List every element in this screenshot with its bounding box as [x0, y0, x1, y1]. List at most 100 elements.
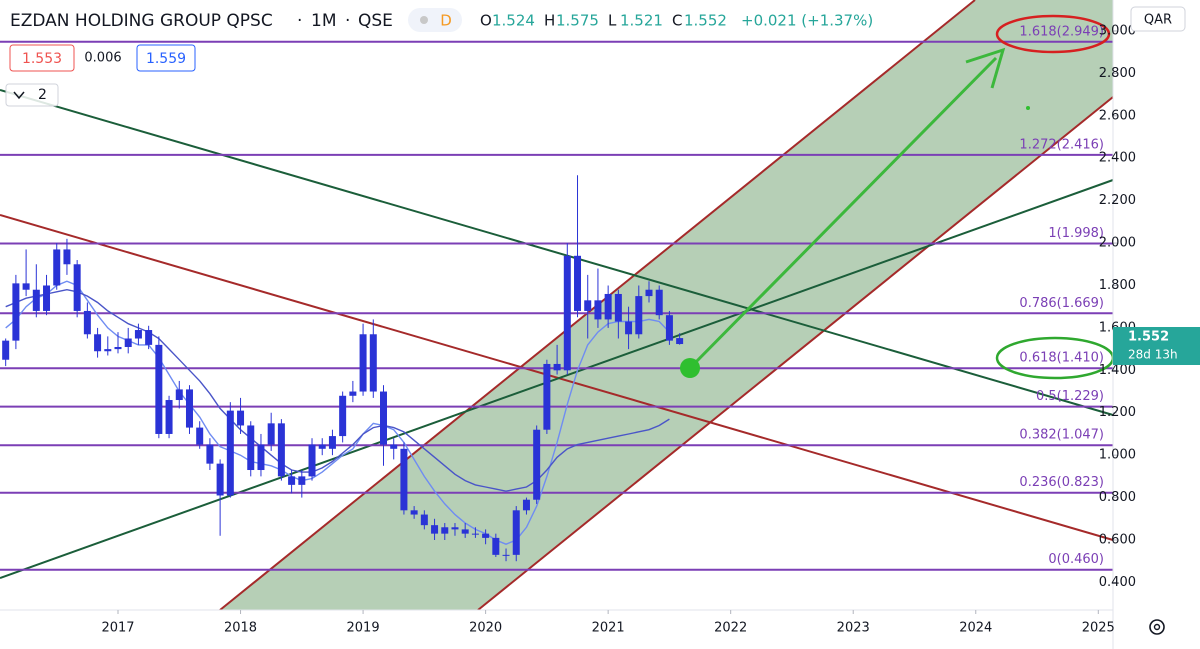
- candle-body: [73, 264, 81, 311]
- last-price: 1.552 28d 13h: [1113, 327, 1200, 365]
- y-tick-label: 1.800: [1099, 278, 1136, 293]
- separator: ·: [345, 11, 350, 31]
- candle-body: [635, 296, 643, 335]
- indicators-toggle[interactable]: [5, 83, 59, 107]
- fib-levels: 1.618(2.949) 1.272(2.416) 1(1.998) 0.786(1.…: [0, 24, 1113, 571]
- candle-body: [584, 300, 592, 311]
- ohlc-key: O: [480, 12, 492, 30]
- candle-body: [257, 444, 265, 471]
- exchange: QSE: [358, 11, 393, 31]
- x-tick-label: 2019: [347, 621, 380, 636]
- y-tick-label: 0.600: [1099, 533, 1136, 548]
- fib-label: 0(0.460): [1048, 552, 1104, 567]
- badge: D: [440, 12, 452, 30]
- candle-body: [410, 510, 418, 515]
- y-tick-label: 3.000: [1099, 23, 1136, 38]
- moving-average: [5, 280, 670, 545]
- candle-body: [533, 429, 541, 500]
- candle-body: [114, 346, 122, 350]
- fib-label: 0.618(1.410): [1019, 351, 1104, 366]
- candle-body: [185, 389, 193, 428]
- last-price: 1.552: [1128, 330, 1169, 345]
- x-tick-label: 2025: [1082, 621, 1115, 636]
- buy-button[interactable]: [136, 44, 196, 72]
- channel-fill: [220, 0, 1113, 610]
- sell-button[interactable]: [9, 44, 75, 72]
- settings[interactable]: [1149, 619, 1165, 635]
- arrow: [688, 56, 998, 370]
- x-tick-label: 2022: [714, 621, 747, 636]
- y-tick-label: 2.200: [1099, 193, 1136, 208]
- buy-price: 1.559: [146, 51, 186, 67]
- candle-body: [298, 476, 306, 485]
- candle-body: [247, 425, 255, 471]
- indicator-count: 2: [38, 87, 47, 103]
- x-tick-label: 2021: [592, 621, 625, 636]
- candle-body: [277, 423, 285, 477]
- channel-line: [477, 96, 1114, 611]
- candle-body: [328, 436, 336, 449]
- ohlc: O 1.524 H 1.575 L 1.521 C 1.552: [480, 12, 727, 30]
- candle-body: [318, 444, 326, 449]
- ohlc-value: 1.524: [492, 12, 535, 30]
- candle-body: [339, 395, 347, 437]
- ohlc-value: 1.575: [556, 12, 599, 30]
- currency-button[interactable]: [1130, 6, 1186, 32]
- candle-body: [420, 514, 428, 526]
- x-tick-label: 2020: [469, 621, 502, 636]
- trend-line: [0, 179, 1114, 579]
- arrow-head: [965, 47, 1006, 89]
- axes: 0.4000.6000.8001.0001.2001.4001.6001.800…: [0, 0, 1136, 649]
- highlight-ellipse: [995, 14, 1111, 54]
- y-tick-label: 2.600: [1099, 108, 1136, 123]
- candle-body: [431, 525, 439, 534]
- candle-body: [349, 391, 357, 396]
- y-tick-label: 2.000: [1099, 236, 1136, 251]
- candle-body: [359, 334, 367, 392]
- currency: QAR: [1144, 13, 1172, 28]
- candle-body: [206, 444, 214, 464]
- badge-pill[interactable]: [408, 8, 462, 32]
- candle-body: [104, 349, 112, 352]
- candle-body: [400, 448, 408, 511]
- x-tick-label: 2023: [837, 621, 870, 636]
- price-scale-header[interactable]: QAR: [1130, 6, 1186, 32]
- candle-body: [237, 410, 245, 426]
- fib-label: 0.382(1.047): [1019, 428, 1104, 443]
- candle-body: [512, 510, 520, 555]
- ohlc-value: 1.552: [684, 12, 727, 30]
- candle-body: [676, 338, 684, 345]
- y-tick-label: 0.400: [1099, 575, 1136, 590]
- interval: 1M: [311, 11, 336, 31]
- y-tick-label: 0.800: [1099, 490, 1136, 505]
- moving-average: [5, 288, 670, 492]
- marker-dot: [1026, 106, 1030, 110]
- candle-body: [543, 363, 551, 430]
- time-scale: [0, 610, 1113, 649]
- candle-body: [502, 554, 510, 556]
- ohlc-value: 1.521: [620, 12, 663, 30]
- candle-body: [553, 363, 561, 371]
- candle-body: [594, 300, 602, 320]
- y-tick-label: 1.200: [1099, 405, 1136, 420]
- candle-body: [43, 285, 51, 311]
- symbol: EZDAN HOLDING GROUP QPSC: [10, 11, 273, 31]
- candle-body: [665, 315, 673, 341]
- candle-body: [574, 255, 582, 311]
- fib-label: 0.236(0.823): [1019, 475, 1104, 490]
- candle-body: [369, 334, 377, 392]
- candle-body: [288, 476, 296, 485]
- spread: 0.006: [84, 51, 121, 66]
- candle-body: [155, 344, 163, 434]
- candle-body: [94, 334, 102, 352]
- candle-body: [134, 330, 142, 339]
- settings-icon[interactable]: [1149, 619, 1165, 635]
- candle-body: [461, 529, 469, 534]
- candle-body: [226, 410, 234, 496]
- candle-body: [12, 283, 20, 341]
- candle-body: [441, 527, 449, 534]
- y-tick-label: 1.000: [1099, 448, 1136, 463]
